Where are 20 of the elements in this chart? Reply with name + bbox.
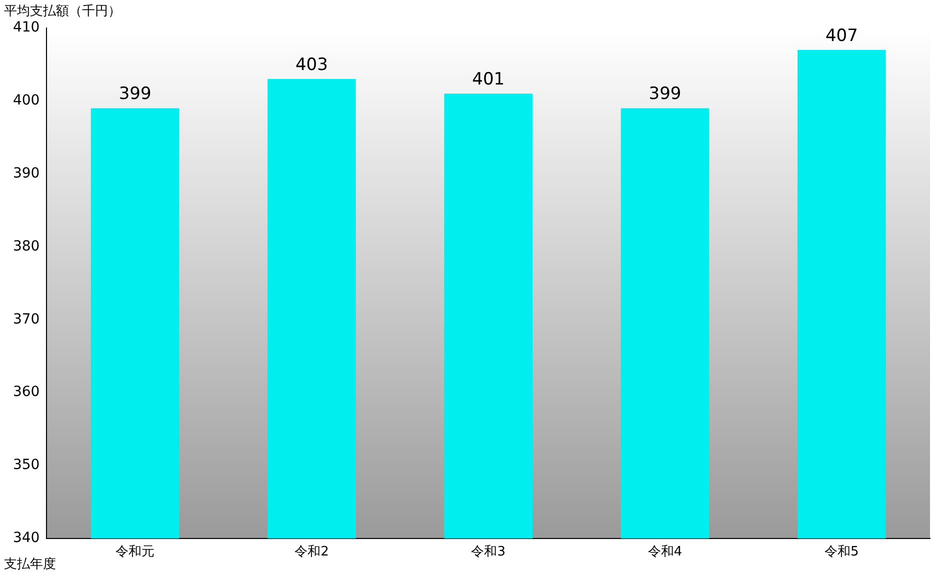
x-tick-label: 令和5	[824, 544, 859, 560]
y-tick-label: 370	[12, 311, 40, 328]
y-tick-label: 410	[12, 20, 40, 36]
y-axis-title: 平均支払額（千円）	[4, 3, 121, 20]
x-tick-label: 令和4	[648, 544, 682, 560]
data-label: 399	[118, 84, 152, 104]
y-tick-label: 360	[12, 384, 40, 400]
y-tick-label: 340	[12, 530, 40, 546]
y-tick-label: 390	[12, 165, 40, 182]
data-label: 403	[295, 54, 328, 75]
y-tick-label: 400	[12, 92, 40, 109]
y-tick-label: 380	[12, 238, 40, 254]
x-tick-label: 令和元	[116, 544, 155, 560]
x-axis-title: 支払年度	[4, 556, 56, 573]
data-label: 401	[472, 70, 505, 90]
x-tick-label: 令和2	[294, 544, 329, 560]
data-label: 399	[648, 84, 682, 104]
data-label: 407	[825, 26, 858, 46]
y-tick-label: 350	[12, 457, 40, 474]
x-tick-label: 令和3	[471, 544, 506, 560]
